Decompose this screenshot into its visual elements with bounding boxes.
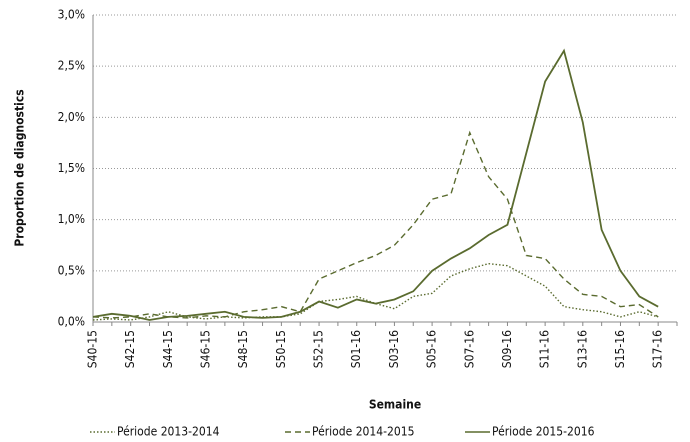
y-tick-label: 1,0% [58, 212, 85, 226]
series-line [92, 130, 659, 319]
x-tick-label: S44-15 [161, 330, 175, 368]
x-tick-label: S42-15 [123, 330, 137, 368]
x-tick-label: S52-15 [312, 330, 326, 368]
legend-label: Période 2014-2015 [312, 425, 415, 439]
x-tick-label: S11-16 [538, 330, 552, 368]
x-tick-label: S40-15 [86, 330, 100, 368]
series-line [92, 262, 659, 321]
x-tick-label: S13-16 [575, 330, 589, 368]
x-tick-label: S01-16 [349, 330, 363, 368]
y-tick-label: 1,5% [58, 161, 85, 175]
x-tick-label: S09-16 [500, 330, 514, 368]
y-tick-label: 0,5% [58, 263, 85, 277]
legend-label: Période 2013-2014 [117, 425, 220, 439]
y-tick-label: 0,0% [58, 315, 85, 329]
x-tick-label: S50-15 [274, 330, 288, 368]
x-tick-label: S48-15 [236, 330, 250, 368]
y-axis-label: Proportion de diagnostics [13, 89, 27, 246]
x-tick-label: S17-16 [651, 330, 665, 368]
x-tick-label: S07-16 [462, 330, 476, 368]
x-tick-label: S46-15 [199, 330, 213, 368]
x-axis-label: Semaine [369, 398, 421, 412]
x-tick-label: S15-16 [613, 330, 627, 368]
y-tick-label: 3,0% [58, 8, 85, 22]
y-tick-label: 2,5% [58, 59, 85, 73]
x-tick-label: S05-16 [425, 330, 439, 368]
series-line [92, 48, 659, 321]
legend-label: Période 2015-2016 [492, 425, 595, 439]
y-tick-label: 2,0% [58, 110, 85, 124]
x-tick-label: S03-16 [387, 330, 401, 368]
